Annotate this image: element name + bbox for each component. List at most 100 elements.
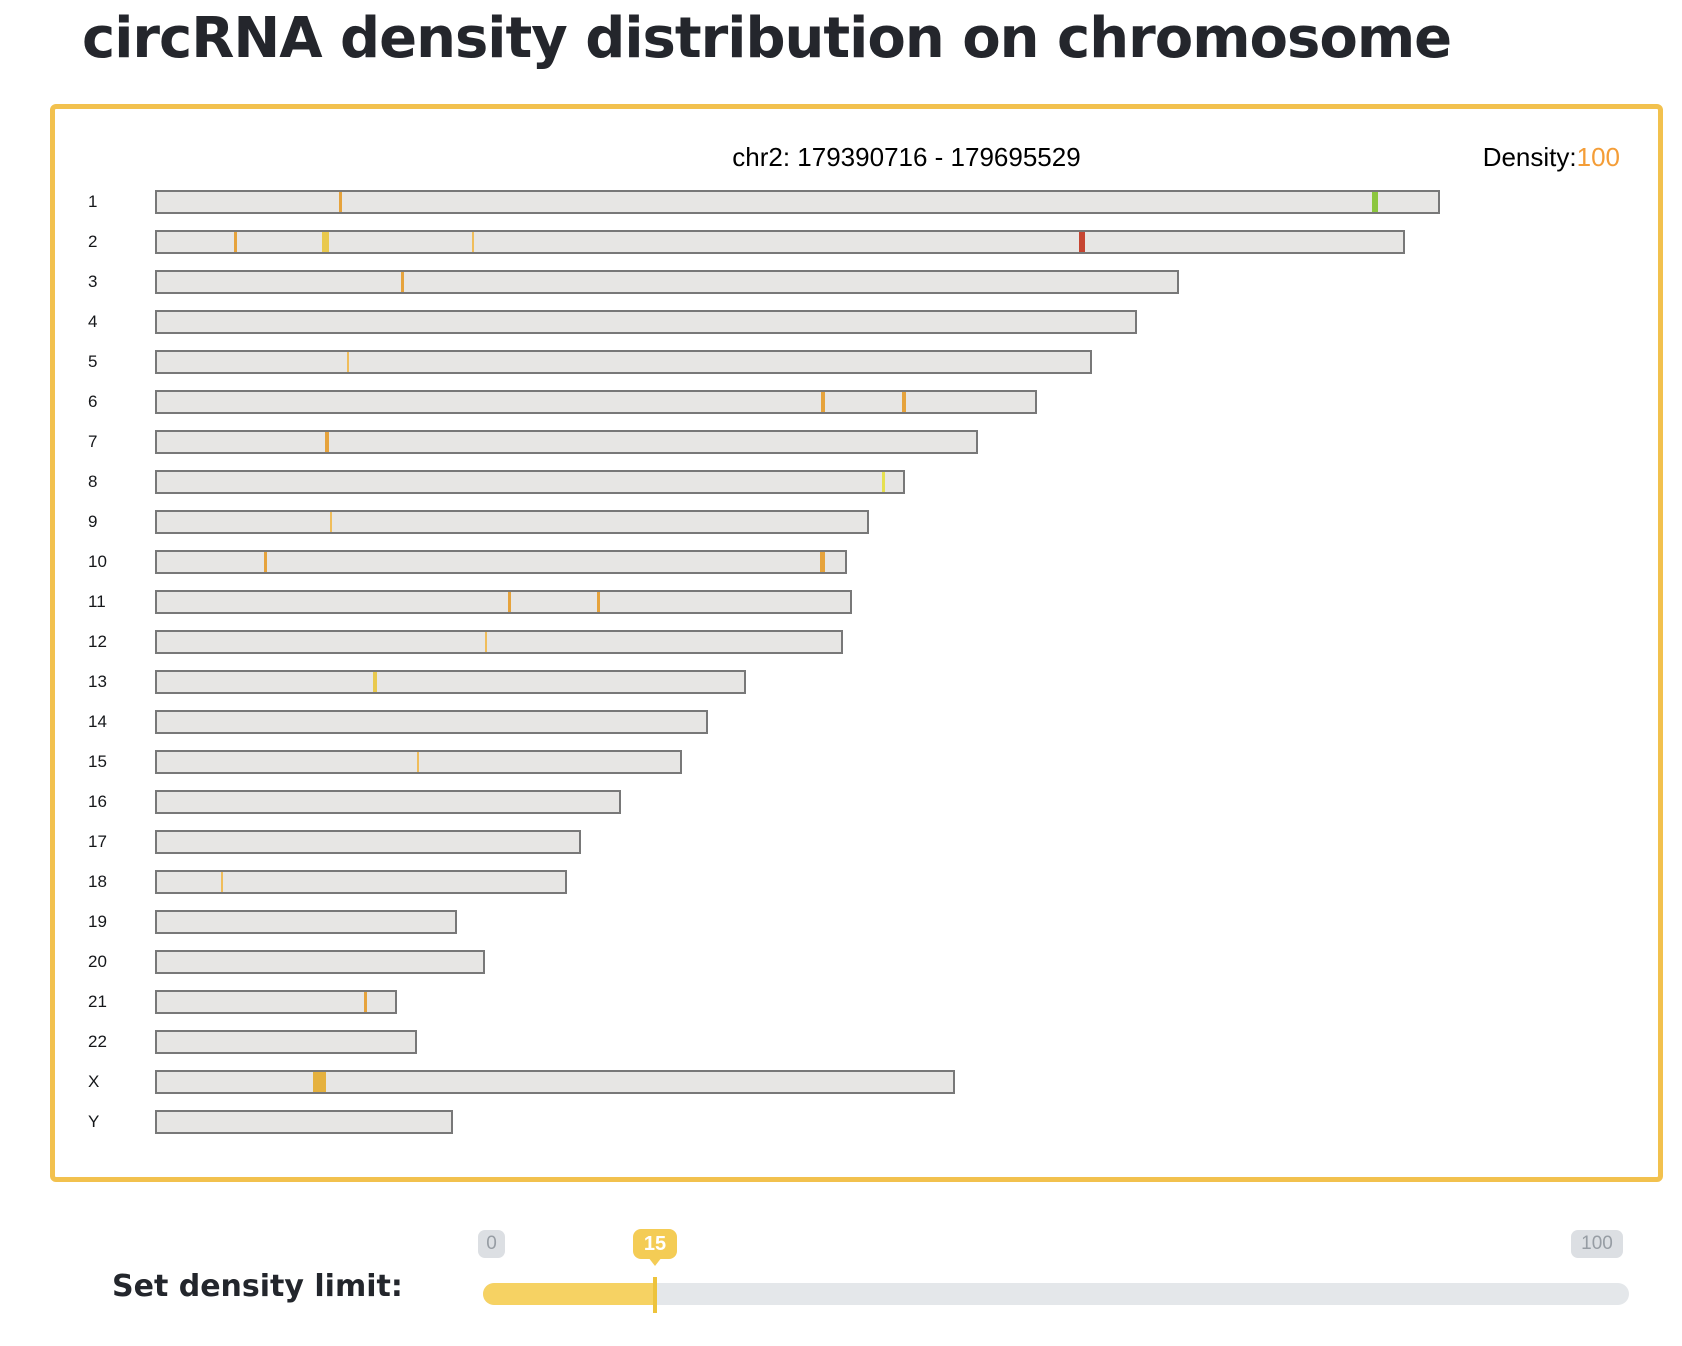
chromosome-bar[interactable]	[155, 270, 1179, 294]
density-mark[interactable]	[330, 512, 332, 532]
chromosome-label: 19	[88, 912, 107, 931]
chromosome-row: 1	[55, 182, 1658, 222]
chromosome-bar[interactable]	[155, 510, 869, 534]
density-mark[interactable]	[820, 552, 825, 572]
chromosome-label: 17	[88, 832, 107, 851]
chromosome-row: 8	[55, 462, 1658, 502]
chromosome-row: 13	[55, 662, 1658, 702]
slider-handle[interactable]	[653, 1277, 657, 1313]
chromosome-label: 13	[88, 672, 107, 691]
chromosome-row: 20	[55, 942, 1658, 982]
chromosome-row: 7	[55, 422, 1658, 462]
chromosome-row: 14	[55, 702, 1658, 742]
chromosome-label: 5	[88, 352, 98, 371]
chromosome-bar[interactable]	[155, 910, 457, 934]
chromosome-bar[interactable]	[155, 790, 621, 814]
chromosome-bar[interactable]	[155, 830, 581, 854]
chromosome-bar[interactable]	[155, 310, 1137, 334]
slider-value-bubble: 15	[633, 1229, 677, 1266]
density-mark[interactable]	[902, 392, 906, 412]
density-mark[interactable]	[1079, 232, 1085, 252]
chromosome-label: 9	[88, 512, 98, 531]
density-mark[interactable]	[882, 472, 885, 492]
chromosome-bar[interactable]	[155, 710, 708, 734]
density-mark[interactable]	[234, 232, 237, 252]
density-value: 100	[1576, 142, 1620, 172]
density-mark[interactable]	[401, 272, 404, 292]
chromosome-row: 6	[55, 382, 1658, 422]
chromosome-row: 19	[55, 902, 1658, 942]
chromosome-label: 10	[88, 552, 107, 571]
density-mark[interactable]	[364, 992, 367, 1012]
slider-fill	[483, 1283, 657, 1305]
density-mark[interactable]	[417, 752, 419, 772]
chromosome-label: 16	[88, 792, 107, 811]
density-mark[interactable]	[485, 632, 487, 652]
chart-header: chr2: 179390716 - 179695529 Density:100	[55, 142, 1658, 174]
density-mark[interactable]	[597, 592, 600, 612]
slider-min-pip: 0	[478, 1230, 505, 1258]
chromosome-bar[interactable]	[155, 870, 567, 894]
chromosome-bar[interactable]	[155, 390, 1037, 414]
chromosome-bar[interactable]	[155, 430, 978, 454]
chromosome-bar[interactable]	[155, 1030, 417, 1054]
chromosome-bar[interactable]	[155, 630, 843, 654]
density-mark[interactable]	[472, 232, 474, 252]
density-mark[interactable]	[508, 592, 511, 612]
density-mark[interactable]	[339, 192, 342, 212]
chromosome-row: 15	[55, 742, 1658, 782]
chromosome-bar[interactable]	[155, 670, 746, 694]
slider-label: Set density limit:	[112, 1269, 403, 1304]
density-indicator: Density:100	[1483, 142, 1620, 173]
chromosome-bar[interactable]	[155, 950, 485, 974]
chromosome-row: 9	[55, 502, 1658, 542]
density-mark[interactable]	[325, 432, 329, 452]
density-mark[interactable]	[264, 552, 267, 572]
chromosome-bar[interactable]	[155, 190, 1440, 214]
chromosome-label: 18	[88, 872, 107, 891]
chromosome-row: 16	[55, 782, 1658, 822]
density-mark[interactable]	[221, 872, 223, 892]
chromosome-label: 15	[88, 752, 107, 771]
chromosome-bar[interactable]	[155, 1110, 453, 1134]
chromosome-label: 2	[88, 232, 98, 251]
chromosome-bar[interactable]	[155, 750, 682, 774]
density-mark[interactable]	[1372, 192, 1378, 212]
density-mark[interactable]	[373, 672, 377, 692]
chromosome-bar[interactable]	[155, 990, 397, 1014]
chromosome-bar[interactable]	[155, 230, 1405, 254]
chromosome-row: 18	[55, 862, 1658, 902]
chromosome-label: X	[88, 1072, 100, 1091]
chromosome-row: X	[55, 1062, 1658, 1102]
chromosome-bar[interactable]	[155, 550, 847, 574]
chromosome-row: 21	[55, 982, 1658, 1022]
chromosome-row: 17	[55, 822, 1658, 862]
density-label: Density:	[1482, 142, 1577, 172]
density-mark[interactable]	[313, 1072, 326, 1092]
chromosome-label: 20	[88, 952, 107, 971]
chromosome-row: 12	[55, 622, 1658, 662]
chromosome-row: 22	[55, 1022, 1658, 1062]
chromosome-label: 1	[88, 192, 98, 211]
chromosome-bar[interactable]	[155, 350, 1092, 374]
chromosome-label: 14	[88, 712, 107, 731]
chromosome-rows: 1 2 3 4 5 6 7 8 9 10 11 12 13 14 15 16 17 18 19 20 21 22 X Y	[55, 182, 1658, 1142]
density-slider-section: Set density limit: 0 15 100	[0, 1225, 1682, 1346]
chromosome-label: 8	[88, 472, 98, 491]
selected-region-label: chr2: 179390716 - 179695529	[732, 142, 1081, 172]
chromosome-bar[interactable]	[155, 470, 905, 494]
chromosome-label: 7	[88, 432, 98, 451]
chromosome-label: 6	[88, 392, 98, 411]
chromosome-bar[interactable]	[155, 1070, 955, 1094]
density-mark[interactable]	[347, 352, 349, 372]
chromosome-label: 11	[88, 592, 106, 611]
chart-panel: chr2: 179390716 - 179695529 Density:100 …	[50, 104, 1663, 1182]
density-mark[interactable]	[821, 392, 825, 412]
chromosome-label: 4	[88, 312, 98, 331]
slider-track[interactable]	[483, 1283, 1629, 1305]
chromosome-row: 11	[55, 582, 1658, 622]
density-mark[interactable]	[322, 232, 329, 252]
chromosome-label: Y	[88, 1112, 100, 1131]
chromosome-bar[interactable]	[155, 590, 852, 614]
chromosome-label: 12	[88, 632, 107, 651]
